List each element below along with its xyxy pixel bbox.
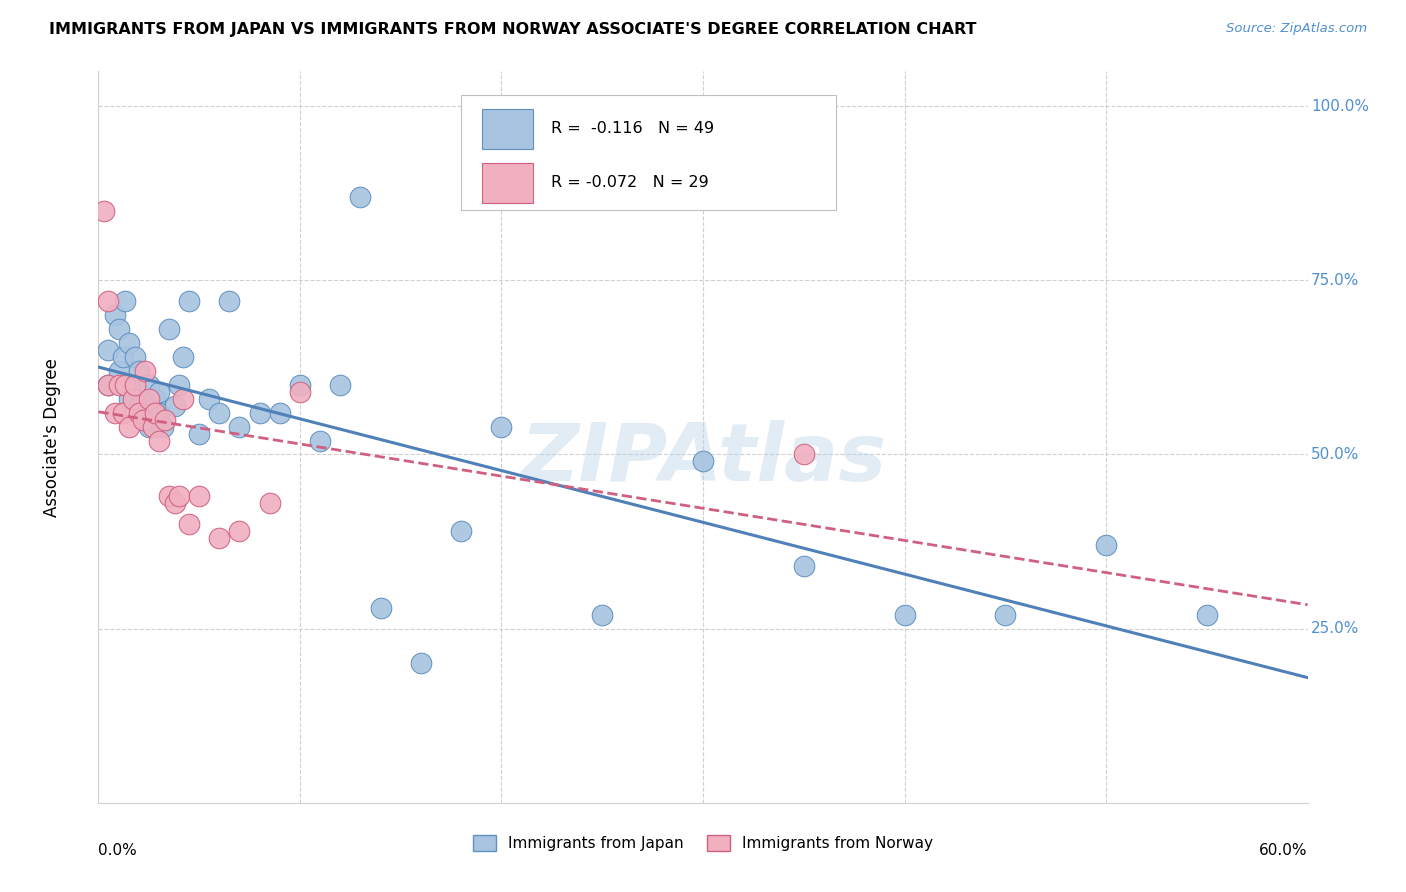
Point [111,406,134,420]
Point [163,496,186,510]
Point [269,406,291,420]
Point [121,377,143,392]
Legend: Immigrants from Japan, Immigrants from Norway: Immigrants from Japan, Immigrants from N… [467,830,939,857]
Point [134,412,156,426]
Point [114,294,136,309]
Point [208,406,231,420]
Text: R =  -0.116   N = 49: R = -0.116 N = 49 [551,121,714,136]
FancyBboxPatch shape [461,95,837,211]
Point [121,392,143,406]
Point [107,377,129,392]
Point [97,377,120,392]
Point [591,607,613,622]
Point [450,524,472,538]
Point [409,657,432,671]
Point [118,419,141,434]
Point [188,426,211,441]
Point [114,377,136,392]
Point [143,406,166,420]
Point [288,384,311,399]
Point [142,419,165,434]
Point [128,406,150,420]
Point [138,392,160,406]
Text: Associate's Degree: Associate's Degree [44,358,62,516]
Point [163,399,186,413]
Point [218,294,240,309]
Point [111,350,134,364]
Point [93,203,115,218]
FancyBboxPatch shape [482,162,533,203]
Point [107,322,129,336]
Point [288,377,311,392]
Point [309,434,332,448]
Point [167,377,190,392]
Point [118,336,141,351]
Point [118,392,141,406]
Point [103,406,125,420]
Point [249,406,271,420]
Point [198,392,221,406]
Text: ZIPAtlas: ZIPAtlas [520,420,886,498]
Point [329,377,352,392]
Point [153,412,176,426]
Point [259,496,281,510]
Point [994,607,1017,622]
Point [107,364,129,378]
Point [172,392,194,406]
Text: 60.0%: 60.0% [1260,843,1308,858]
Point [491,419,513,434]
Point [124,350,146,364]
Point [132,392,155,406]
Point [97,294,120,309]
Point [134,364,156,378]
Point [157,322,180,336]
Point [97,343,120,357]
Point [793,558,815,573]
Point [132,412,155,426]
Point [128,399,150,413]
Point [179,517,201,532]
Point [148,406,170,420]
Point [208,531,231,545]
Point [138,377,160,392]
Point [124,377,146,392]
Point [228,524,250,538]
Point [128,364,150,378]
Text: 75.0%: 75.0% [1312,273,1360,288]
Point [188,489,211,503]
Text: 0.0%: 0.0% [98,843,138,858]
Point [152,419,174,434]
Text: 25.0%: 25.0% [1312,621,1360,636]
Point [167,489,190,503]
Text: 100.0%: 100.0% [1312,99,1369,113]
Point [349,190,371,204]
Text: IMMIGRANTS FROM JAPAN VS IMMIGRANTS FROM NORWAY ASSOCIATE'S DEGREE CORRELATION C: IMMIGRANTS FROM JAPAN VS IMMIGRANTS FROM… [49,22,977,37]
Point [143,392,166,406]
Point [893,607,915,622]
Point [370,600,392,615]
Text: 50.0%: 50.0% [1312,447,1360,462]
Point [138,419,160,434]
Text: R = -0.072   N = 29: R = -0.072 N = 29 [551,176,709,190]
FancyBboxPatch shape [482,109,533,149]
Point [103,308,125,322]
Point [97,377,120,392]
Point [157,489,180,503]
Point [142,406,165,420]
Point [172,350,194,364]
Point [179,294,201,309]
Point [148,384,170,399]
Point [1095,538,1118,552]
Point [1195,607,1218,622]
Point [692,454,714,468]
Point [793,448,815,462]
Text: Source: ZipAtlas.com: Source: ZipAtlas.com [1226,22,1367,36]
Point [148,434,170,448]
Point [228,419,250,434]
